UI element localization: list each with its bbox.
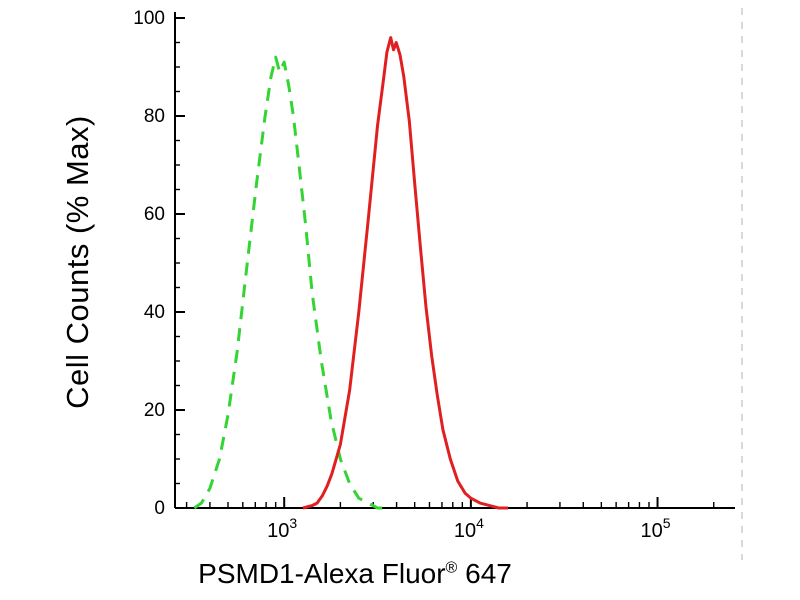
x-tick-label: 104	[454, 515, 484, 542]
y-tick-label: 0	[154, 498, 165, 519]
registered-trademark-symbol: ®	[445, 559, 458, 577]
y-tick-label: 80	[144, 106, 165, 127]
x-axis-title-main: PSMD1-Alexa Fluor	[198, 558, 446, 589]
y-tick-label: 100	[133, 8, 165, 29]
x-axis-title-suffix: 647	[457, 558, 512, 589]
x-tick-label: 103	[267, 515, 297, 542]
green-dashed-curve	[193, 55, 386, 510]
y-tick-label: 60	[144, 204, 165, 225]
x-tick-label: 105	[641, 515, 671, 542]
red-solid-curve	[302, 36, 508, 510]
x-axis-title: PSMD1-Alexa Fluor® 647	[155, 558, 555, 590]
y-axis-title: Cell Counts (% Max)	[60, 115, 95, 409]
y-tick-label: 20	[144, 400, 165, 421]
y-tick-label: 40	[144, 302, 165, 323]
